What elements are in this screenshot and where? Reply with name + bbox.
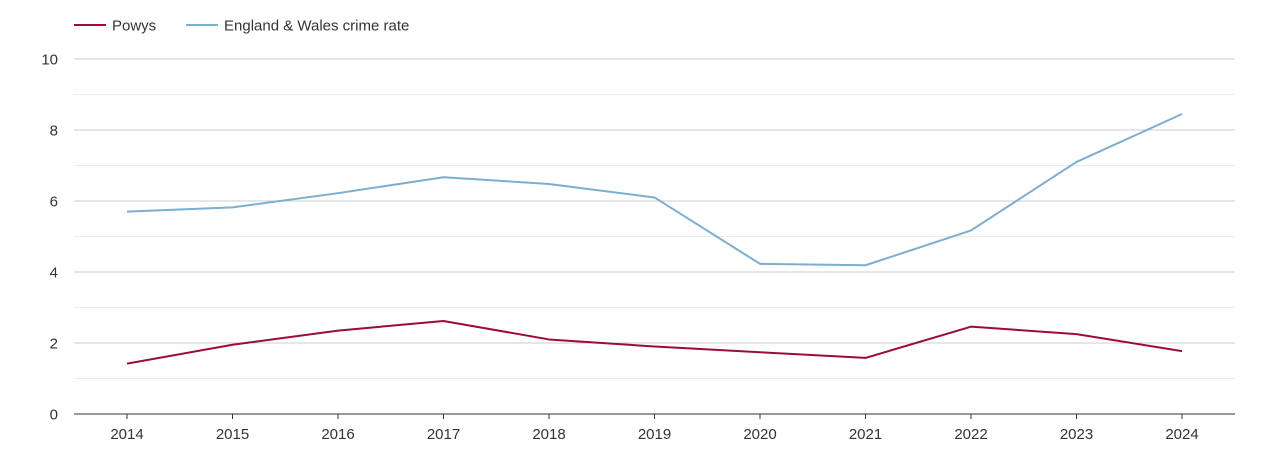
- data-point-powys[interactable]: [543, 333, 555, 345]
- gridlines: [74, 58, 1235, 419]
- data-point-england-wales[interactable]: [332, 187, 344, 199]
- data-point-powys[interactable]: [965, 321, 977, 333]
- data-point-england-wales[interactable]: [860, 259, 872, 271]
- legend-label-england-wales: England & Wales crime rate: [224, 18, 409, 35]
- x-tick-label: 2021: [849, 426, 882, 443]
- series-line-england-wales[interactable]: [126, 113, 1183, 267]
- x-tick-label: 2023: [1060, 426, 1093, 443]
- data-point-england-wales[interactable]: [121, 206, 133, 218]
- data-point-england-wales[interactable]: [1071, 156, 1083, 168]
- series-layer: [121, 108, 1188, 370]
- y-tick-label: 8: [50, 123, 58, 140]
- x-tick-label: 2015: [216, 426, 249, 443]
- data-point-england-wales[interactable]: [438, 171, 450, 183]
- data-point-powys[interactable]: [860, 352, 872, 364]
- data-point-powys[interactable]: [1071, 328, 1083, 340]
- x-tick-label: 2019: [638, 426, 671, 443]
- legend-label-powys: Powys: [112, 18, 156, 35]
- legend-item-powys[interactable]: Powys: [74, 18, 156, 35]
- data-point-powys[interactable]: [754, 346, 766, 358]
- data-point-england-wales[interactable]: [543, 178, 555, 190]
- legend: Powys England & Wales crime rate: [74, 18, 409, 35]
- x-tick-label: 2020: [743, 426, 776, 443]
- y-tick-label: 2: [50, 336, 58, 353]
- data-point-powys[interactable]: [121, 358, 133, 370]
- y-tick-label: 0: [50, 407, 58, 424]
- data-point-england-wales[interactable]: [227, 201, 239, 213]
- data-point-powys[interactable]: [227, 339, 239, 351]
- x-tick-label: 2018: [532, 426, 565, 443]
- data-point-powys[interactable]: [649, 341, 661, 353]
- x-tick-label: 2016: [321, 426, 354, 443]
- series-line-powys[interactable]: [126, 319, 1183, 365]
- data-point-powys[interactable]: [1176, 345, 1188, 357]
- data-point-england-wales[interactable]: [649, 191, 661, 203]
- data-point-powys[interactable]: [438, 315, 450, 327]
- x-axis: 2014 2015 2016 2017 2018 2019 2020 2021 …: [110, 426, 1198, 443]
- y-axis: 0 2 4 6 8 10: [41, 52, 58, 424]
- legend-item-england-wales[interactable]: England & Wales crime rate: [186, 18, 409, 35]
- y-tick-label: 6: [50, 194, 58, 211]
- x-tick-label: 2024: [1165, 426, 1198, 443]
- data-point-england-wales[interactable]: [1176, 108, 1188, 120]
- y-tick-label: 10: [41, 52, 58, 69]
- data-point-england-wales[interactable]: [754, 258, 766, 270]
- y-tick-label: 4: [50, 265, 58, 282]
- data-point-powys[interactable]: [332, 325, 344, 337]
- data-point-england-wales[interactable]: [965, 224, 977, 236]
- x-tick-label: 2017: [427, 426, 460, 443]
- x-tick-label: 2014: [110, 426, 143, 443]
- x-tick-label: 2022: [954, 426, 987, 443]
